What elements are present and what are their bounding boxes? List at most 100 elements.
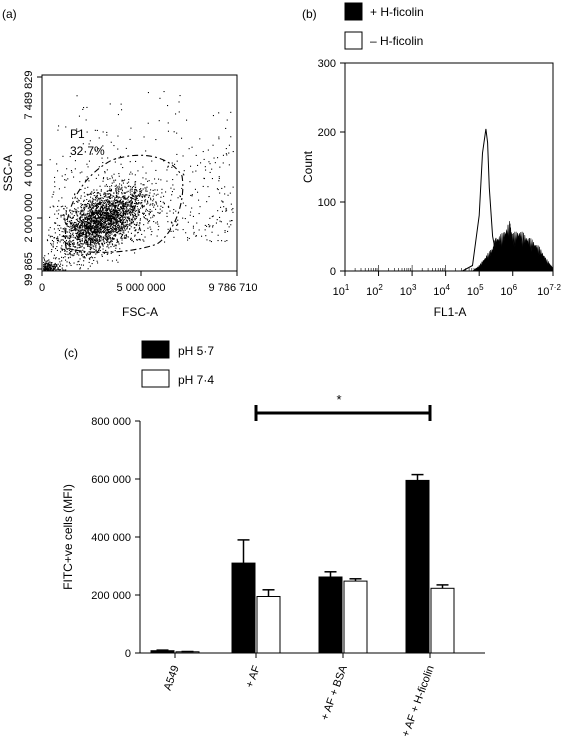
scatter-point <box>77 220 79 222</box>
scatter-point <box>80 234 82 236</box>
legend-swatch-open <box>344 31 363 50</box>
scatter-point <box>112 237 114 239</box>
scatter-point <box>131 173 133 175</box>
scatter-point <box>129 228 131 230</box>
scatter-point <box>69 156 71 158</box>
scatter-point <box>96 210 98 212</box>
scatter-point <box>97 226 99 228</box>
scatter-point <box>100 215 102 217</box>
scatter-point <box>97 206 99 208</box>
scatter-point <box>85 225 87 227</box>
scatter-point <box>66 261 68 263</box>
scatter-point <box>125 237 127 239</box>
scatter-point <box>83 207 85 209</box>
scatter-point <box>96 227 98 229</box>
scatter-point <box>113 245 115 247</box>
scatter-point <box>130 214 132 216</box>
scatter-point <box>73 225 75 227</box>
scatter-point <box>126 210 128 212</box>
scatter-point <box>102 216 104 218</box>
scatter-point <box>102 212 104 214</box>
scatter-point <box>145 199 147 201</box>
scatter-point <box>214 162 216 164</box>
scatter-point <box>219 216 221 218</box>
scatter-point <box>127 190 129 192</box>
scatter-point <box>208 226 210 228</box>
scatter-point <box>95 222 97 224</box>
scatter-point <box>114 216 116 218</box>
scatter-point <box>153 221 155 223</box>
scatter-point <box>102 178 104 180</box>
scatter-point <box>117 204 119 206</box>
scatter-point <box>131 204 133 206</box>
scatter-point <box>94 191 96 193</box>
scatter-point <box>63 217 65 219</box>
scatter-point <box>59 265 61 267</box>
y-tick-label: 0 <box>125 648 131 660</box>
scatter-point <box>106 207 108 209</box>
scatter-point <box>84 234 86 236</box>
scatter-point <box>131 199 133 201</box>
scatter-point <box>93 195 95 197</box>
scatter-point <box>147 227 149 229</box>
scatter-point <box>108 201 110 203</box>
x-axis-b: 101 102 103 104 105 106 107·2 FL1-A <box>333 271 561 319</box>
scatter-point <box>224 230 226 232</box>
scatter-point <box>113 217 115 219</box>
scatter-point <box>103 222 105 224</box>
scatter-point <box>205 235 207 237</box>
scatter-point <box>87 227 89 229</box>
scatter-point <box>77 231 79 233</box>
scatter-point <box>98 231 100 233</box>
panel-a-label: (a) <box>2 7 17 21</box>
scatter-point <box>81 220 83 222</box>
scatter-point <box>112 230 114 232</box>
scatter-point <box>221 200 223 202</box>
scatter-point <box>210 241 212 243</box>
scatter-point <box>67 220 69 222</box>
scatter-point <box>97 223 99 225</box>
scatter-point <box>101 220 103 222</box>
scatter-point <box>108 226 110 228</box>
scatter-point <box>130 186 132 188</box>
scatter-point <box>161 192 163 194</box>
scatter-point <box>70 223 72 225</box>
scatter-point <box>101 207 103 209</box>
scatter-point <box>134 174 136 176</box>
y-tick-label: 7 489 829 <box>23 71 35 120</box>
scatter-point <box>136 224 138 226</box>
scatter-point <box>102 245 104 247</box>
scatter-point <box>232 151 234 153</box>
y-tick-label: 2 000 000 <box>23 194 35 243</box>
scatter-point <box>89 253 91 255</box>
scatter-point <box>101 255 103 257</box>
scatter-point <box>83 234 85 236</box>
scatter-point <box>98 192 100 194</box>
scatter-point <box>77 199 79 201</box>
scatter-point <box>170 187 172 189</box>
scatter-point <box>108 213 110 215</box>
scatter-point <box>122 196 124 198</box>
scatter-point <box>103 212 105 214</box>
x-tick-label: + AF <box>244 664 263 690</box>
scatter-point <box>106 220 108 222</box>
scatter-point <box>49 264 51 266</box>
scatter-point <box>102 221 104 223</box>
scatter-point <box>119 200 121 202</box>
scatter-point <box>81 216 83 218</box>
scatter-point <box>156 235 158 237</box>
scatter-point <box>104 216 106 218</box>
scatter-point <box>96 217 98 219</box>
scatter-point <box>89 204 91 206</box>
scatter-point <box>107 201 109 203</box>
scatter-point <box>48 266 50 268</box>
scatter-point <box>76 226 78 228</box>
scatter-point <box>82 218 84 220</box>
scatter-point <box>85 227 87 229</box>
scatter-point <box>61 248 63 250</box>
scatter-point <box>132 194 134 196</box>
scatter-point <box>74 160 76 162</box>
scatter-point <box>131 222 133 224</box>
scatter-point <box>139 222 141 224</box>
scatter-point <box>87 245 89 247</box>
